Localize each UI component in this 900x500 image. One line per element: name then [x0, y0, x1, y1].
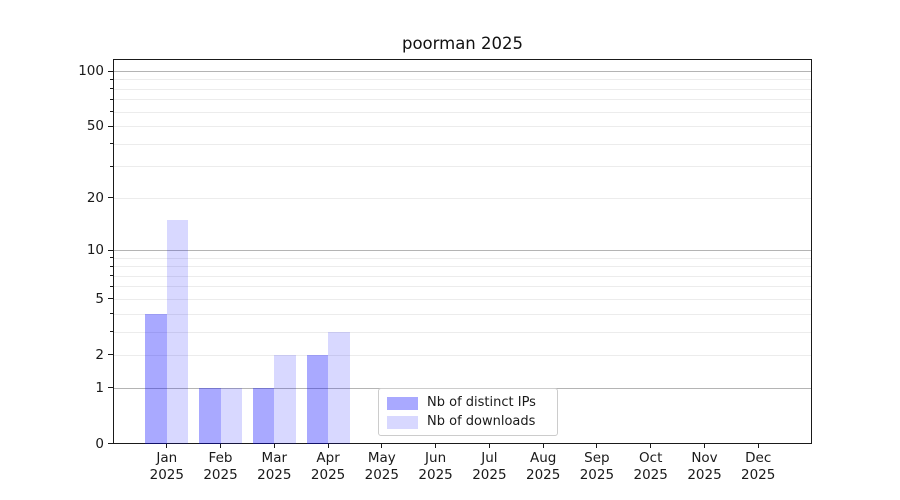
y-tick-label-0: 0	[95, 435, 104, 452]
y-minor-tick-90	[110, 78, 113, 80]
y-minor-tick-9	[110, 257, 113, 259]
y-tick-label-2: 2	[95, 346, 104, 363]
y-minor-tick-5	[110, 298, 113, 300]
bar-downloads-feb	[220, 387, 242, 444]
gridline-minor-70	[114, 99, 811, 101]
gridline-minor-40	[114, 143, 811, 145]
x-tick-aug	[542, 444, 544, 448]
legend-swatch-downloads-icon	[387, 415, 418, 429]
gridline-minor-20	[114, 197, 811, 199]
y-minor-tick-3	[110, 331, 113, 333]
plot-area	[113, 59, 812, 444]
x-tick-label-jul: Jul 2025	[472, 450, 507, 483]
y-tick-0	[108, 443, 113, 444]
gridline-minor-90	[114, 79, 811, 81]
bar-downloads-apr	[328, 331, 350, 444]
gridline-minor-2	[114, 354, 811, 356]
y-tick-1	[108, 387, 113, 389]
y-minor-tick-80	[110, 88, 113, 90]
x-tick-label-may: May 2025	[364, 450, 399, 483]
gridline-minor-4	[114, 313, 811, 315]
y-minor-tick-30	[110, 165, 113, 167]
bar-downloads-jan	[166, 219, 189, 444]
gridline-minor-50	[114, 126, 811, 128]
y-tick-label-1: 1	[95, 379, 104, 396]
gridline-minor-80	[114, 88, 811, 90]
legend-label-distinct-ips: Nb of distinct IPs	[427, 395, 536, 410]
gridline-minor-60	[114, 111, 811, 113]
x-tick-jan	[166, 444, 168, 448]
y-minor-tick-60	[110, 111, 113, 113]
x-tick-label-mar: Mar 2025	[257, 450, 292, 483]
x-tick-label-jan: Jan 2025	[149, 450, 184, 483]
y-minor-tick-2	[110, 354, 113, 356]
y-tick-100	[108, 70, 113, 72]
gridline-minor-8	[114, 266, 811, 268]
x-tick-jul	[488, 444, 490, 448]
bar-distinct-ips-jan	[145, 313, 167, 444]
gridline-major-10	[114, 250, 811, 251]
gridline-minor-5	[114, 298, 811, 300]
y-tick-label-5: 5	[95, 290, 104, 307]
bar-distinct-ips-mar	[252, 387, 275, 444]
legend-label-downloads: Nb of downloads	[427, 414, 536, 429]
y-minor-tick-70	[110, 98, 113, 100]
y-minor-tick-7	[110, 275, 113, 277]
x-tick-label-dec: Dec 2025	[741, 450, 776, 483]
gridline-minor-30	[114, 166, 811, 168]
y-minor-tick-20	[110, 197, 113, 199]
gridline-minor-3	[114, 331, 811, 333]
x-tick-apr	[327, 444, 329, 448]
y-minor-tick-8	[110, 265, 113, 267]
legend-swatch-distinct-ips-icon	[387, 396, 418, 410]
x-tick-label-nov: Nov 2025	[687, 450, 722, 483]
x-tick-label-aug: Aug 2025	[526, 450, 561, 483]
gridline-minor-7	[114, 275, 811, 277]
y-tick-label-50: 50	[86, 118, 104, 135]
gridline-minor-9	[114, 257, 811, 259]
x-tick-mar	[273, 444, 275, 448]
y-minor-tick-6	[110, 285, 113, 287]
bar-distinct-ips-apr	[306, 354, 329, 444]
x-tick-dec	[757, 444, 759, 448]
y-minor-tick-50	[110, 125, 113, 127]
y-tick-label-20: 20	[86, 189, 104, 206]
y-tick-label-10: 10	[86, 242, 104, 258]
x-tick-label-apr: Apr 2025	[310, 450, 346, 483]
y-minor-tick-40	[110, 143, 113, 145]
x-tick-label-feb: Feb 2025	[203, 450, 238, 483]
x-tick-oct	[650, 444, 652, 448]
legend-entry-downloads: Nb of downloads	[387, 414, 548, 430]
bar-downloads-mar	[274, 354, 296, 444]
gridline-minor-6	[114, 286, 811, 288]
x-tick-label-jun: Jun 2025	[418, 450, 453, 483]
y-tick-label-100: 100	[78, 63, 104, 79]
legend-entry-distinct-ips: Nb of distinct IPs	[387, 395, 548, 411]
x-tick-may	[381, 444, 383, 448]
x-tick-feb	[220, 444, 221, 448]
x-tick-label-oct: Oct 2025	[633, 450, 668, 483]
x-tick-nov	[704, 444, 705, 448]
x-tick-jun	[435, 444, 437, 448]
legend: Nb of distinct IPs Nb of downloads	[378, 388, 558, 436]
bar-distinct-ips-feb	[199, 387, 221, 444]
y-tick-10	[108, 249, 113, 251]
x-tick-sep	[596, 444, 598, 448]
x-tick-label-sep: Sep 2025	[579, 450, 615, 483]
chart-title: poorman 2025	[401, 34, 524, 53]
gridline-major-100	[114, 71, 811, 72]
y-minor-tick-4	[110, 313, 113, 315]
